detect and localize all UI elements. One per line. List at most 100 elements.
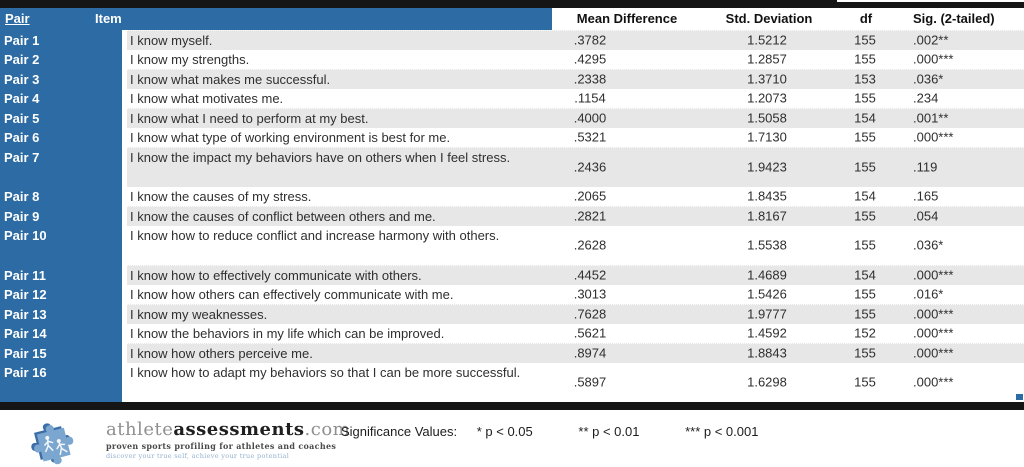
logo-word-athlete: athlete xyxy=(106,419,174,440)
sig-value: .119 xyxy=(913,159,938,175)
mean-difference-value: .5621 xyxy=(573,325,607,341)
table-row: Pair 6 I know what type of working envir… xyxy=(0,127,1024,147)
table-row: Pair 5 I know what I need to perform at … xyxy=(0,108,1024,128)
row-background-band xyxy=(127,88,1024,108)
sig-value: .165 xyxy=(913,188,939,204)
row-background-band xyxy=(127,69,1024,89)
mean-difference-value: .5897 xyxy=(573,374,607,390)
pair-label: Pair 11 xyxy=(4,267,46,283)
pair-label: Pair 13 xyxy=(4,306,47,322)
pair-label: Pair 4 xyxy=(4,91,40,106)
logo-title: athleteassessments.com xyxy=(106,420,350,439)
row-background-band xyxy=(127,127,1024,147)
top-rule xyxy=(0,0,1024,8)
table-header-row: Pair Item Mean Difference Std. Deviation… xyxy=(0,8,1024,30)
row-background-band xyxy=(127,49,1024,69)
column-header-df: df xyxy=(859,11,873,26)
table-row: Pair 9 I know the causes of conflict bet… xyxy=(0,206,1024,226)
column-header-item: Item xyxy=(95,11,122,26)
sig-value: .000*** xyxy=(913,325,954,341)
mean-difference-value: .2821 xyxy=(573,208,607,224)
pair-label: Pair 5 xyxy=(4,110,40,126)
row-background-band xyxy=(127,362,1024,402)
top-rule-notch xyxy=(837,0,1024,2)
sig-value: .000*** xyxy=(913,267,954,283)
pair-label: Pair 6 xyxy=(4,130,40,145)
std-deviation-value: 1.8167 xyxy=(747,208,787,224)
item-text: I know my weaknesses. xyxy=(130,306,268,322)
column-header-mean-difference: Mean Difference xyxy=(576,11,678,26)
pair-label: Pair 10 xyxy=(4,228,47,243)
sig-value: .036* xyxy=(913,237,944,253)
mean-difference-value: .4000 xyxy=(573,110,607,126)
mean-difference-value: .2436 xyxy=(573,159,607,175)
mean-difference-value: .4295 xyxy=(573,51,607,67)
column-header-sig-2-tailed: Sig. (2-tailed) xyxy=(913,11,995,26)
item-text: I know the impact my behaviors have on o… xyxy=(130,149,511,165)
mean-difference-value: .1154 xyxy=(574,90,606,106)
item-text: I know how to adapt my behaviors so that… xyxy=(130,365,521,380)
item-text: I know the behaviors in my life which ca… xyxy=(130,326,445,341)
mean-difference-value: .8974 xyxy=(573,345,607,361)
item-text: I know how others can effectively commun… xyxy=(130,287,454,302)
table-row: Pair 12 I know how others can effectivel… xyxy=(0,284,1024,304)
table-row: Pair 2 I know my strengths. .4295 1.2857… xyxy=(0,49,1024,69)
item-text: I know what I need to perform at my best… xyxy=(130,110,369,126)
df-value: 155 xyxy=(854,306,876,322)
mean-difference-value: .4452 xyxy=(573,267,607,283)
item-text: I know what type of working environment … xyxy=(130,130,451,145)
row-background-band xyxy=(127,225,1024,265)
table-row: Pair 4 I know what motivates me. .1154 1… xyxy=(0,88,1024,108)
std-deviation-value: 1.3710 xyxy=(747,71,787,87)
df-value: 154 xyxy=(854,267,876,283)
puzzle-piece-logo-icon xyxy=(31,423,74,465)
table-body: Pair 1 I know myself. .3782 1.5212 155 .… xyxy=(0,30,1024,402)
row-background-band xyxy=(127,265,1024,285)
footer: athleteassessments.com proven sports pro… xyxy=(0,410,1024,467)
table-row: Pair 13 I know my weaknesses. .7628 1.97… xyxy=(0,304,1024,324)
std-deviation-value: 1.2073 xyxy=(747,90,787,106)
std-deviation-value: 1.8843 xyxy=(747,345,787,361)
std-deviation-value: 1.9423 xyxy=(747,159,787,175)
table-row: Pair 3 I know what makes me successful. … xyxy=(0,69,1024,89)
item-text: I know my strengths. xyxy=(130,52,250,67)
bottom-rule xyxy=(0,402,1024,410)
item-text: I know how to reduce conflict and increa… xyxy=(130,228,500,243)
row-background-band xyxy=(127,186,1024,206)
df-value: 154 xyxy=(854,110,876,126)
blue-square-artifact xyxy=(1016,394,1023,400)
df-value: 155 xyxy=(854,51,876,67)
sig-value: .036* xyxy=(913,71,944,87)
pair-column-band xyxy=(0,8,122,404)
pair-label: Pair 15 xyxy=(4,345,47,361)
std-deviation-value: 1.8435 xyxy=(747,188,787,204)
row-background-band xyxy=(127,206,1024,226)
row-background-band xyxy=(127,108,1024,128)
std-deviation-value: 1.4689 xyxy=(747,267,787,283)
table-header-band xyxy=(0,8,552,30)
df-value: 155 xyxy=(854,345,876,361)
df-value: 155 xyxy=(854,159,876,175)
table-row: Pair 14 I know the behaviors in my life … xyxy=(0,323,1024,343)
std-deviation-value: 1.5426 xyxy=(747,286,787,302)
row-background-band xyxy=(127,284,1024,304)
item-text: I know what makes me successful. xyxy=(130,71,331,87)
significance-level-2: ** p < 0.01 xyxy=(578,424,640,439)
pair-label: Pair 3 xyxy=(4,71,40,87)
item-text: I know myself. xyxy=(130,32,213,48)
mean-difference-value: .7628 xyxy=(573,306,607,322)
std-deviation-value: 1.7130 xyxy=(747,129,787,145)
row-background-band xyxy=(127,147,1024,187)
pair-label: Pair 16 xyxy=(4,365,47,380)
sig-value: .054 xyxy=(913,208,939,224)
significance-level-1: * p < 0.05 xyxy=(476,424,533,439)
item-text: I know the causes of conflict between ot… xyxy=(130,208,436,224)
sig-value: .002** xyxy=(913,32,949,48)
sig-value: .016* xyxy=(913,286,944,302)
df-value: 155 xyxy=(854,374,876,390)
pair-label: Pair 7 xyxy=(4,149,40,165)
table-row: Pair 16 I know how to adapt my behaviors… xyxy=(0,362,1024,402)
column-header-pair: Pair xyxy=(5,11,30,26)
sig-value: .001** xyxy=(913,110,949,126)
df-value: 155 xyxy=(854,32,876,48)
